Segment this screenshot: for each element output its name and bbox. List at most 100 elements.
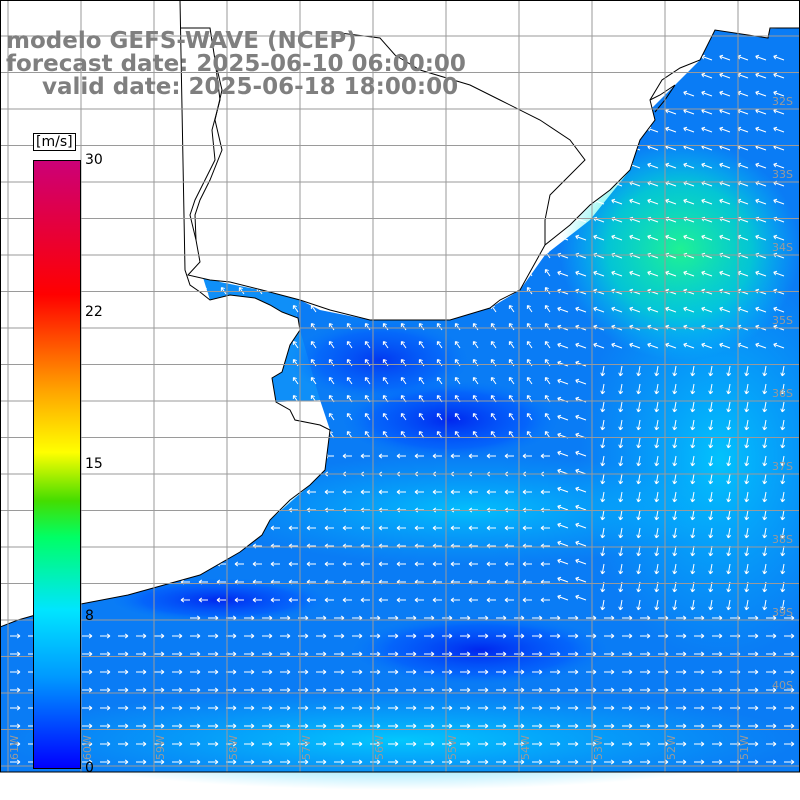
wind-arrow [10, 759, 21, 765]
wind-arrow [190, 741, 201, 747]
wind-arrow [636, 563, 642, 575]
wind-arrow [690, 509, 696, 521]
wind-arrow [773, 342, 785, 349]
wind-arrow [622, 633, 633, 639]
wind-arrow [690, 473, 696, 485]
wind-arrow [744, 401, 750, 413]
wind-arrow [748, 633, 759, 639]
wind-arrow [748, 759, 759, 765]
wind-arrow [334, 759, 345, 765]
wind-arrow [762, 365, 768, 377]
wind-arrow [665, 270, 677, 277]
wind-arrow [100, 633, 111, 639]
wind-arrow [316, 723, 327, 729]
wind-arrow [600, 491, 606, 503]
wind-arrow [586, 759, 597, 765]
wind-arrow [432, 489, 442, 495]
wind-arrow [118, 633, 129, 639]
wind-arrow [436, 322, 443, 331]
wind-arrow [755, 162, 767, 169]
wind-arrow [622, 651, 633, 657]
wind-arrow [665, 234, 677, 241]
latitude-label: 38S [772, 533, 793, 546]
wind-arrow [244, 633, 255, 639]
wind-arrow [618, 401, 624, 413]
wind-arrow [486, 525, 496, 531]
wind-arrow [629, 270, 641, 277]
wind-arrow [604, 687, 615, 693]
wind-arrow [382, 376, 389, 385]
wind-arrow [154, 723, 165, 729]
wind-arrow [450, 525, 460, 531]
wind-arrow [496, 759, 507, 765]
wind-arrow [744, 509, 750, 521]
wind-arrow [496, 651, 507, 657]
wind-arrow [198, 597, 208, 603]
wind-arrow [370, 723, 381, 729]
wind-arrow [726, 437, 732, 449]
wind-arrow [406, 651, 417, 657]
wind-arrow [244, 651, 255, 657]
wind-arrow [676, 741, 687, 747]
wind-arrow [712, 651, 723, 657]
wind-arrow [100, 723, 111, 729]
wind-arrow [190, 651, 201, 657]
wind-arrow [346, 412, 353, 421]
wind-arrow [600, 455, 606, 467]
wind-arrow [468, 489, 478, 495]
wind-arrow [600, 365, 606, 377]
wind-arrow [280, 705, 291, 711]
wind-arrow [418, 412, 425, 421]
wind-arrow [611, 342, 623, 349]
wind-arrow [744, 545, 750, 557]
wind-arrow [622, 723, 633, 729]
wind-arrow [604, 723, 615, 729]
wind-arrow [766, 705, 777, 711]
wind-arrow [586, 687, 597, 693]
wind-arrow [10, 741, 21, 747]
wind-arrow [418, 376, 425, 385]
longitude-label: 55W [446, 735, 459, 760]
wind-arrow [544, 322, 551, 331]
wind-arrow [532, 759, 543, 765]
wind-arrow [618, 455, 624, 467]
wind-arrow [190, 723, 201, 729]
wind-arrow [522, 561, 532, 567]
wind-arrow [442, 759, 453, 765]
wind-arrow [748, 669, 759, 675]
wind-arrow [400, 340, 407, 349]
wind-arrow [540, 489, 550, 495]
longitude-label: 61W [8, 735, 21, 760]
wind-arrow [708, 491, 714, 503]
wind-arrow [712, 705, 723, 711]
wind-arrow [683, 198, 695, 205]
low-wind-core-1 [340, 380, 560, 460]
wind-arrow [208, 669, 219, 675]
wind-arrow [690, 383, 696, 395]
wind-arrow [526, 322, 533, 331]
wind-arrow [226, 705, 237, 711]
wind-arrow [773, 126, 785, 133]
wind-arrow [636, 401, 642, 413]
wind-arrow [424, 651, 435, 657]
colorbar [33, 160, 81, 769]
wind-arrow [334, 741, 345, 747]
wind-arrow [360, 597, 370, 603]
wind-arrow [472, 376, 479, 385]
wind-arrow [82, 723, 93, 729]
wind-arrow [136, 633, 147, 639]
wind-arrow [504, 453, 514, 459]
wind-arrow [640, 759, 651, 765]
wind-arrow [690, 527, 696, 539]
wind-arrow [226, 669, 237, 675]
wind-arrow [352, 723, 363, 729]
wind-arrow [310, 376, 317, 385]
longitude-label: 59W [154, 735, 167, 760]
wind-arrow [472, 340, 479, 349]
wind-arrow [780, 545, 786, 557]
wind-arrow [593, 234, 605, 241]
wind-arrow [334, 651, 345, 657]
wind-arrow [654, 365, 660, 377]
wind-arrow [478, 705, 489, 711]
colorbar-tick: 30 [85, 152, 103, 168]
